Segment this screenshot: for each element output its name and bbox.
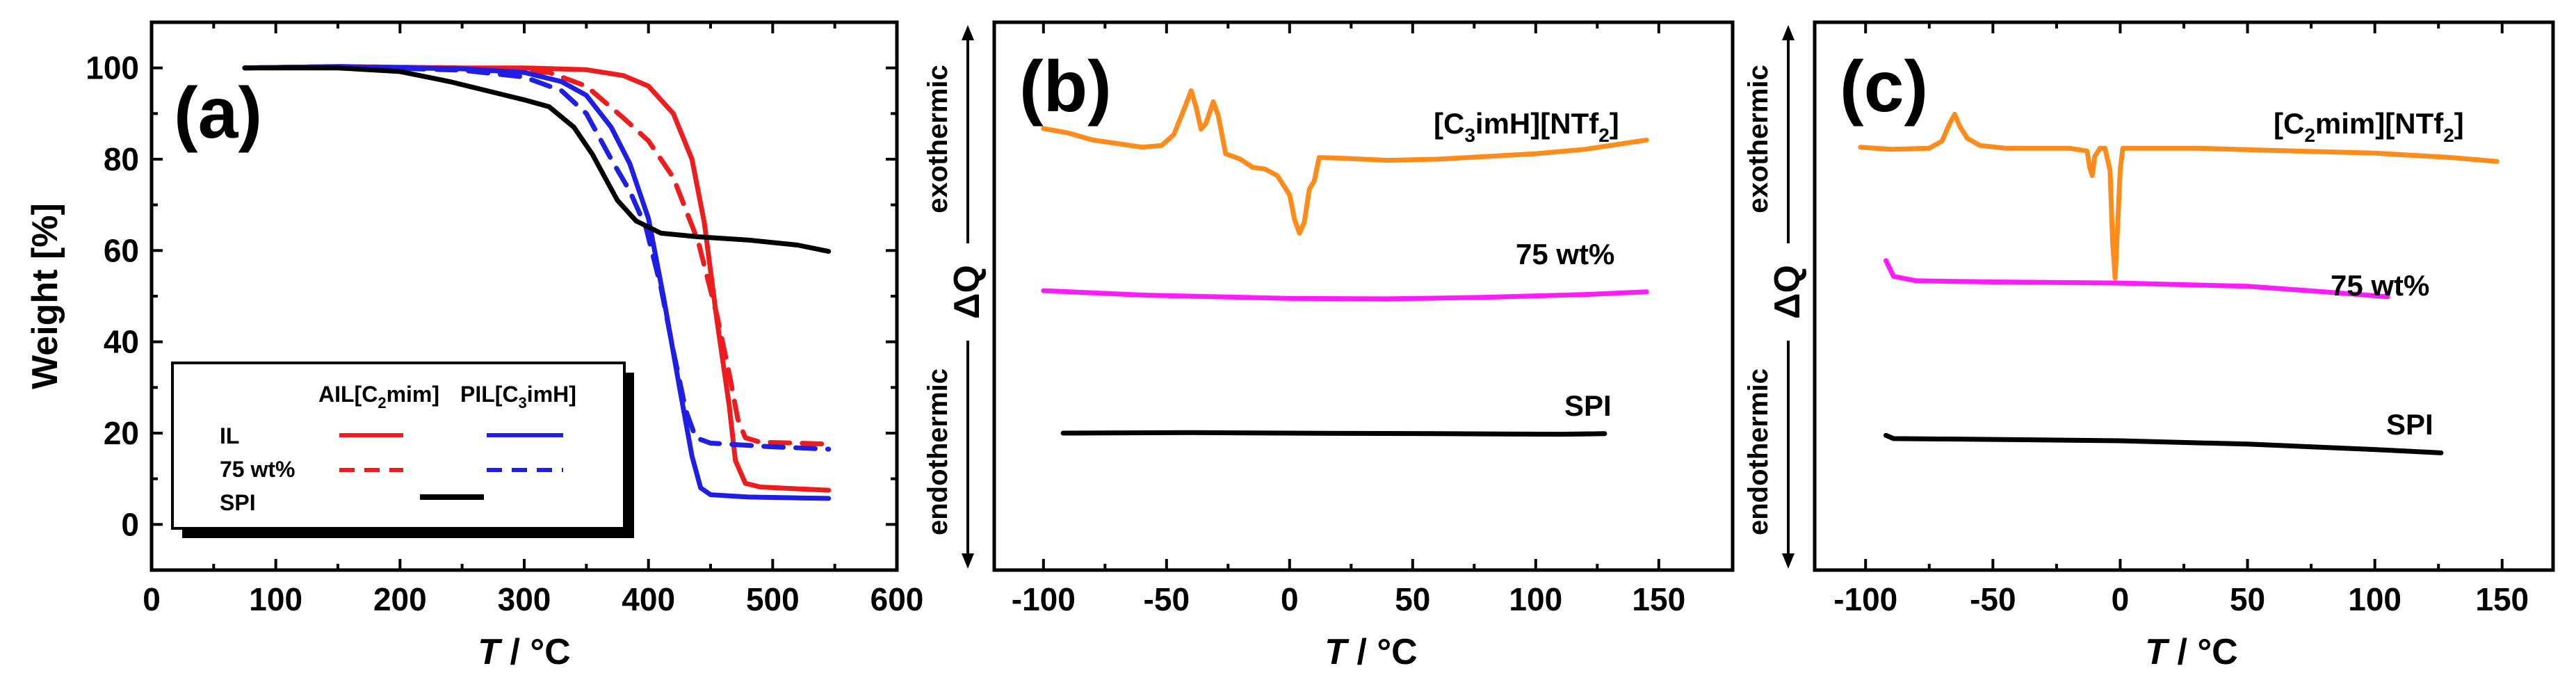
series-line-spi bbox=[1060, 430, 1607, 437]
legend-row-il: IL bbox=[220, 423, 239, 448]
x-tick-label: 100 bbox=[249, 581, 302, 617]
panel-c-label-il: [C2mim][NTf2] bbox=[2274, 107, 2464, 146]
panel-b-curves bbox=[1041, 88, 1649, 437]
x-tick-label: 50 bbox=[2230, 581, 2265, 617]
panel-a-curves bbox=[242, 64, 832, 501]
panel-c-curves bbox=[1858, 111, 2500, 455]
x-tick-label: 150 bbox=[1632, 581, 1685, 617]
legend-row-spi: SPI bbox=[220, 490, 256, 515]
x-tick-label: 100 bbox=[1509, 581, 1562, 617]
y-tick-label: 100 bbox=[86, 50, 139, 86]
panel-a-tga: 0 100 200 300 400 500 600 0 20 40 60 80 100 (a) T /… bbox=[25, 20, 923, 672]
x-tick-label: 0 bbox=[143, 581, 161, 617]
x-tick-label: 500 bbox=[746, 581, 800, 617]
panel-b-letter: (b) bbox=[1019, 47, 1112, 127]
endothermic-label: endothermic bbox=[923, 368, 953, 535]
x-tick-label: 200 bbox=[373, 581, 427, 617]
endo-arrow-head bbox=[962, 553, 974, 569]
exo-arrow-head bbox=[962, 25, 974, 40]
x-tick-label: -50 bbox=[1144, 581, 1190, 617]
panel-c-x-ticks: -100 -50 0 50 100 150 bbox=[1833, 22, 2529, 617]
panel-c-label-75wt: 75 wt% bbox=[2331, 269, 2429, 302]
endothermic-label: endothermic bbox=[1743, 368, 1774, 535]
panel-b-label-75wt: 75 wt% bbox=[1516, 238, 1614, 270]
delta-q-label: ΔQ bbox=[947, 265, 987, 319]
panel-b-label-il: [C3imH][NTf2] bbox=[1434, 107, 1619, 146]
panel-a-y-title: Weight [%] bbox=[25, 203, 65, 389]
panel-a-x-title: T / °C bbox=[478, 632, 570, 672]
panel-c-dsc: -100 -50 0 50 100 150 (c) T / °C exothermic Δ… bbox=[1743, 20, 2555, 672]
exo-arrow-head bbox=[1782, 25, 1795, 40]
panel-b-x-title: T / °C bbox=[1325, 632, 1417, 672]
legend-box bbox=[171, 362, 626, 530]
panel-c-letter: (c) bbox=[1840, 47, 1928, 127]
exothermic-label: exothermic bbox=[1743, 65, 1774, 213]
series-line-75-wt bbox=[1041, 288, 1649, 302]
panel-b-label-spi: SPI bbox=[1564, 389, 1612, 422]
panel-c-x-title: T / °C bbox=[2145, 632, 2237, 672]
x-tick-label: 600 bbox=[870, 581, 924, 617]
panel-a-y-ticks: 0 20 40 60 80 100 bbox=[86, 50, 897, 570]
x-tick-label: -100 bbox=[1012, 581, 1076, 617]
y-tick-label: 80 bbox=[104, 141, 139, 177]
y-tick-label: 40 bbox=[104, 324, 139, 360]
series-line-spi bbox=[1884, 432, 2444, 455]
delta-q-label: ΔQ bbox=[1767, 265, 1808, 319]
x-tick-label: 100 bbox=[2348, 581, 2401, 617]
legend-col-pil: PIL[C3imH] bbox=[460, 382, 576, 412]
panel-c-y-axis-label: exothermic ΔQ endothermic bbox=[1743, 25, 1808, 569]
y-tick-label: 60 bbox=[104, 232, 139, 268]
panel-b-dsc: -100 -50 0 50 100 150 (b) T / °C exothermic Δ… bbox=[923, 20, 1735, 672]
x-tick-label: 400 bbox=[622, 581, 675, 617]
x-tick-label: 300 bbox=[498, 581, 551, 617]
series-line-pil-c3imh-il bbox=[242, 64, 832, 501]
panel-b-frame bbox=[992, 20, 1735, 572]
x-tick-label: 50 bbox=[1395, 581, 1430, 617]
x-tick-label: 0 bbox=[1281, 581, 1299, 617]
legend-row-75wt: 75 wt% bbox=[220, 457, 295, 482]
y-tick-label: 0 bbox=[121, 506, 139, 542]
x-tick-label: 150 bbox=[2475, 581, 2529, 617]
panel-a-letter: (a) bbox=[174, 73, 262, 154]
series-line-c3imh-ntf2 bbox=[1041, 88, 1649, 236]
exothermic-label: exothermic bbox=[923, 65, 953, 213]
series-line-c2mim-ntf2 bbox=[1858, 111, 2500, 281]
panel-a-legend: AIL[C2mim] PIL[C3imH] IL 75 wt% SPI bbox=[171, 362, 634, 538]
x-tick-label: -100 bbox=[1833, 581, 1897, 617]
series-line-pil-c3imh-75-wt bbox=[242, 64, 832, 452]
y-tick-label: 20 bbox=[104, 415, 139, 451]
endo-arrow-head bbox=[1782, 553, 1795, 569]
series-line-spi bbox=[242, 65, 832, 254]
panel-a-x-ticks: 0 100 200 300 400 500 600 bbox=[143, 22, 923, 617]
x-tick-label: -50 bbox=[1970, 581, 2016, 617]
x-tick-label: 0 bbox=[2112, 581, 2130, 617]
panel-c-label-spi: SPI bbox=[2386, 408, 2433, 441]
panel-b-y-axis-label: exothermic ΔQ endothermic bbox=[923, 25, 987, 569]
panel-b-x-ticks: -100 -50 0 50 100 150 bbox=[1012, 22, 1685, 617]
series-line-75-wt bbox=[1884, 258, 2390, 300]
